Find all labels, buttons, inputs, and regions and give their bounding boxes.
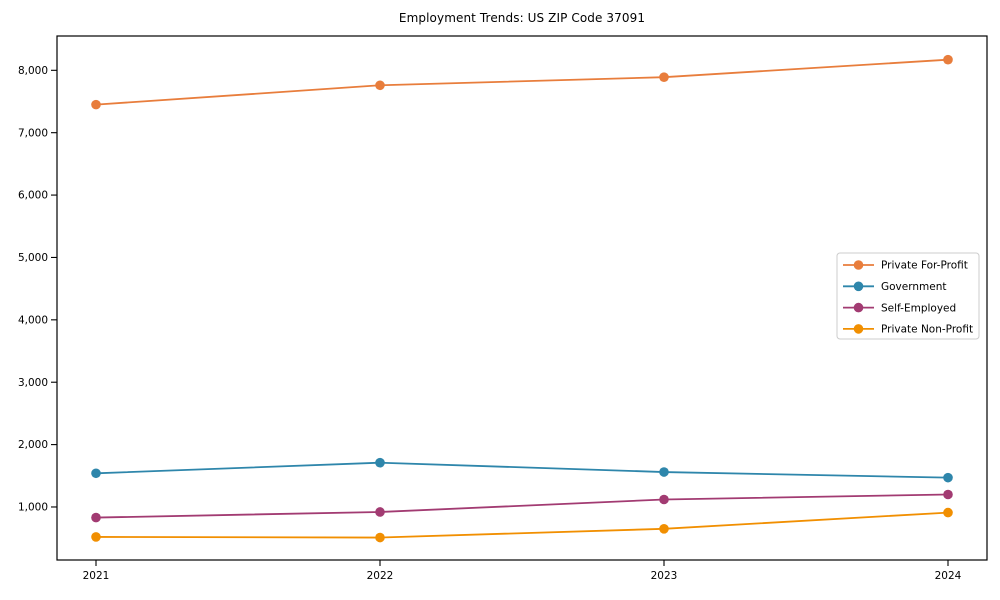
series-line-government — [95, 461, 949, 479]
data-point-self-employed-2022 — [375, 507, 385, 517]
y-axis-tick-label: 2,000 — [18, 439, 48, 451]
legend-label-self-employed: Self-Employed — [881, 302, 956, 314]
data-point-self-employed-2024 — [943, 489, 953, 500]
legend-swatch-marker-private-for-profit — [853, 260, 864, 270]
data-point-private-non-profit-2024 — [943, 507, 953, 518]
data-point-private-for-profit-2021 — [91, 99, 101, 110]
legend-label-private-for-profit: Private For-Profit — [881, 260, 968, 272]
legend-label-government: Government — [881, 281, 946, 293]
series-line-private-non-profit — [95, 511, 949, 539]
x-axis-tick-label: 2021 — [83, 570, 110, 582]
data-point-private-non-profit-2021 — [91, 532, 101, 542]
data-point-government-2022 — [375, 457, 385, 468]
x-axis-tick-label: 2024 — [935, 570, 962, 582]
y-axis-tick-label: 8,000 — [18, 65, 48, 77]
y-axis-tick-label: 6,000 — [18, 190, 48, 202]
data-point-self-employed-2021 — [91, 512, 101, 523]
data-point-private-non-profit-2023 — [659, 524, 669, 534]
data-point-private-for-profit-2022 — [375, 80, 385, 91]
series-line-private-for-profit — [95, 58, 949, 106]
data-point-private-non-profit-2022 — [375, 532, 385, 543]
x-axis-tick-label: 2022 — [367, 570, 394, 582]
y-axis-tick-label: 5,000 — [18, 252, 48, 264]
legend-swatch-marker-self-employed — [853, 302, 864, 313]
series-line-self-employed — [95, 493, 949, 519]
data-point-private-for-profit-2023 — [659, 72, 669, 82]
y-axis-tick-label: 3,000 — [18, 377, 48, 389]
plot-frame — [56, 35, 988, 561]
y-axis-tick-label: 1,000 — [18, 502, 48, 514]
legend-label-private-non-profit: Private Non-Profit — [881, 324, 973, 336]
y-axis-tick-label: 4,000 — [18, 314, 48, 326]
legend-swatch-marker-government — [853, 281, 864, 292]
x-axis-tick-label: 2023 — [651, 570, 678, 582]
data-point-government-2021 — [91, 468, 101, 479]
data-point-self-employed-2023 — [659, 494, 669, 505]
chart-title: Employment Trends: US ZIP Code 37091 — [398, 11, 646, 25]
data-point-government-2024 — [943, 472, 953, 483]
legend — [836, 252, 980, 340]
data-point-private-for-profit-2024 — [943, 54, 953, 65]
data-point-government-2023 — [659, 467, 669, 477]
y-axis-tick-label: 7,000 — [18, 127, 48, 139]
legend-swatch-marker-private-non-profit — [853, 324, 864, 334]
